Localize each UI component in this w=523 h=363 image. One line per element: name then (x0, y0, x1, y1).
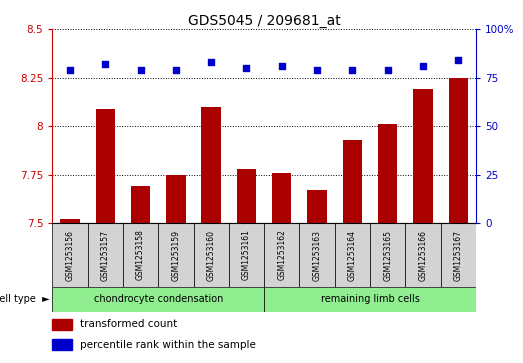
Bar (52, 339, 72, 350)
Bar (335, 223, 370, 287)
Bar (201, 107, 221, 223)
Text: GSM1253165: GSM1253165 (383, 229, 392, 281)
Text: GSM1253158: GSM1253158 (136, 229, 145, 281)
Bar (308, 190, 327, 223)
Bar (60, 219, 79, 223)
Bar (52, 319, 72, 330)
Bar (272, 173, 291, 223)
Bar (440, 223, 476, 287)
Point (278, 63, 286, 69)
Point (419, 63, 427, 69)
Point (207, 59, 215, 65)
Bar (237, 169, 256, 223)
Bar (123, 223, 158, 287)
Bar (158, 223, 194, 287)
Text: GSM1253160: GSM1253160 (207, 229, 215, 281)
Text: GSM1253159: GSM1253159 (172, 229, 180, 281)
Bar (229, 223, 264, 287)
Text: percentile rank within the sample: percentile rank within the sample (79, 340, 256, 350)
Bar (131, 186, 150, 223)
Bar (343, 140, 362, 223)
Bar (413, 89, 433, 223)
Point (454, 57, 462, 63)
Text: chondrocyte condensation: chondrocyte condensation (94, 294, 223, 305)
Text: transformed count: transformed count (79, 319, 177, 329)
Bar (96, 109, 115, 223)
Text: GSM1253161: GSM1253161 (242, 229, 251, 281)
Bar (52, 287, 264, 312)
Text: GSM1253164: GSM1253164 (348, 229, 357, 281)
Point (172, 67, 180, 73)
Text: remaining limb cells: remaining limb cells (321, 294, 419, 305)
Point (348, 67, 357, 73)
Bar (52, 223, 87, 287)
Bar (378, 124, 397, 223)
Point (313, 67, 321, 73)
Bar (264, 287, 476, 312)
Text: GSM1253162: GSM1253162 (277, 229, 286, 281)
Text: cell type  ►: cell type ► (0, 294, 50, 305)
Text: GSM1253156: GSM1253156 (65, 229, 74, 281)
Bar (299, 223, 335, 287)
Bar (166, 175, 186, 223)
Bar (449, 78, 468, 223)
Bar (370, 223, 405, 287)
Text: GSM1253157: GSM1253157 (101, 229, 110, 281)
Point (242, 65, 251, 71)
Point (66, 67, 74, 73)
Title: GDS5045 / 209681_at: GDS5045 / 209681_at (188, 14, 340, 28)
Bar (405, 223, 440, 287)
Text: GSM1253167: GSM1253167 (454, 229, 463, 281)
Text: GSM1253166: GSM1253166 (418, 229, 427, 281)
Bar (264, 223, 299, 287)
Point (101, 61, 109, 67)
Point (137, 67, 145, 73)
Point (383, 67, 392, 73)
Bar (194, 223, 229, 287)
Bar (87, 223, 123, 287)
Text: GSM1253163: GSM1253163 (313, 229, 322, 281)
